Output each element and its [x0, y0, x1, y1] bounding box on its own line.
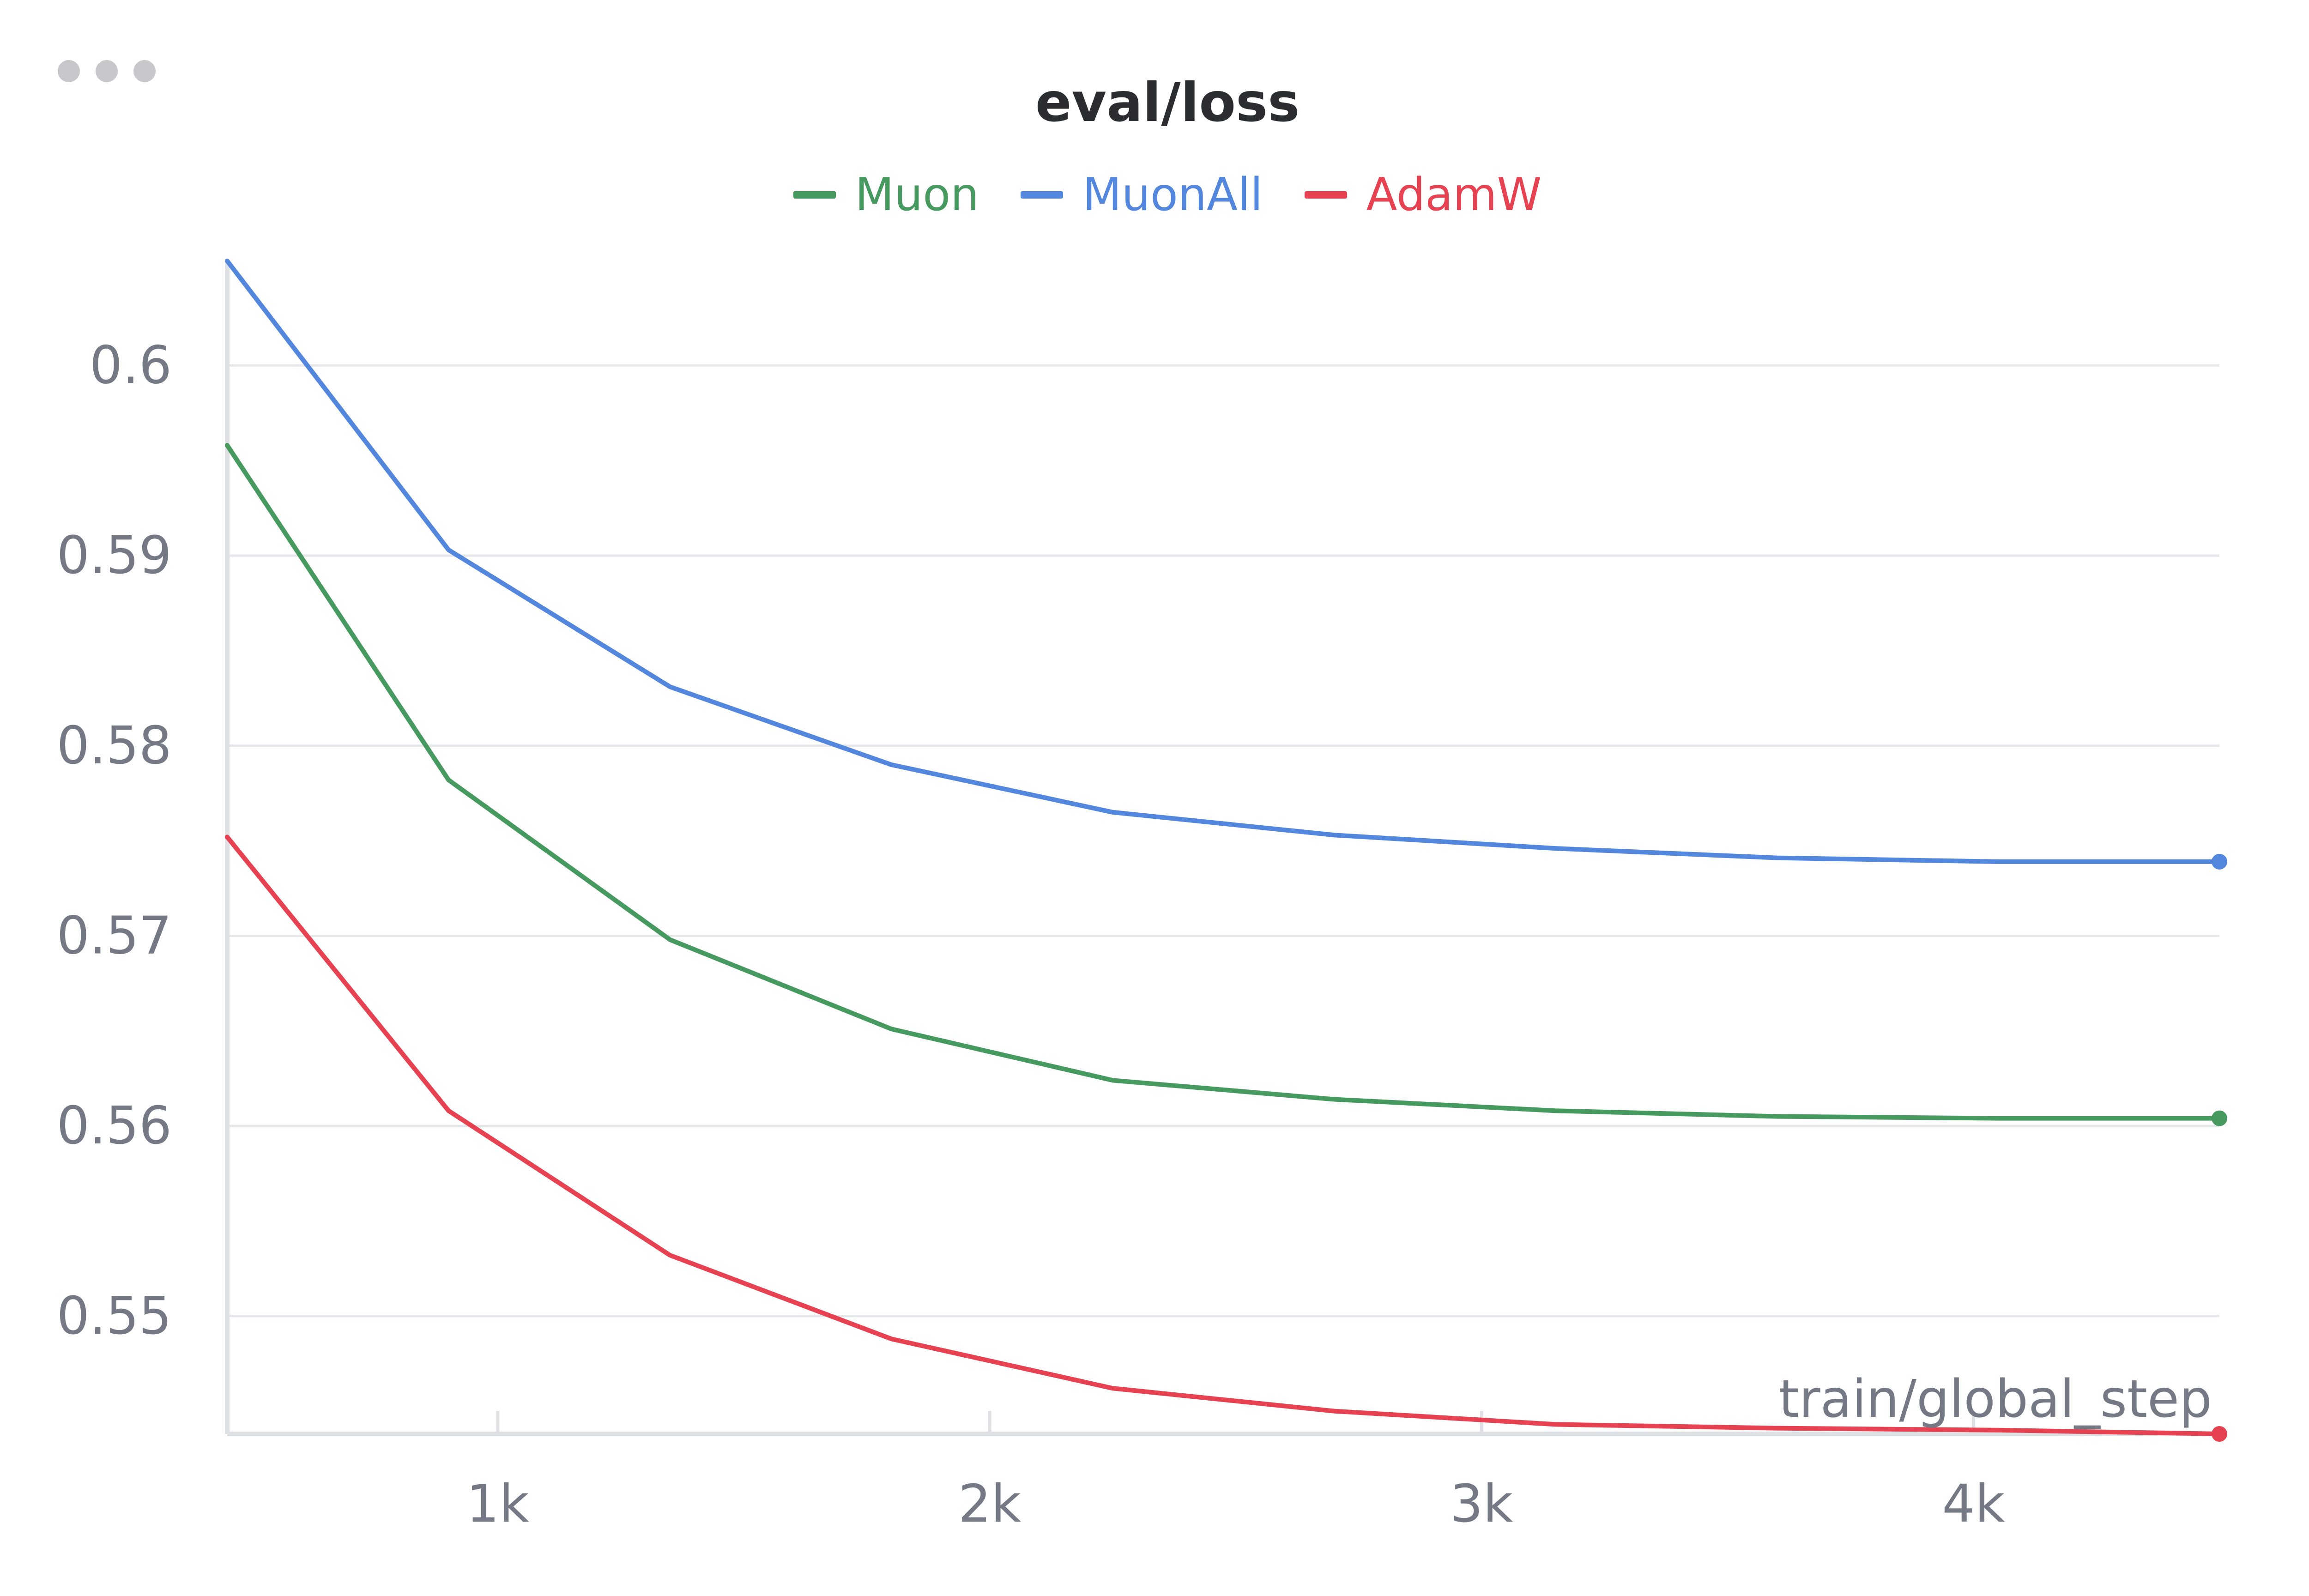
y-tick-label: 0.56 — [57, 1096, 172, 1156]
legend-label: AdamW — [1366, 169, 1542, 221]
y-tick-label: 0.55 — [57, 1286, 172, 1346]
series-line-adamw — [225, 834, 2222, 1436]
y-tick-label: 0.58 — [57, 716, 172, 776]
legend-swatch — [1304, 191, 1347, 199]
menu-dot — [133, 60, 156, 82]
x-axis-title: train/global_step — [1779, 1369, 2212, 1429]
legend-label: MuonAll — [1082, 169, 1263, 221]
y-tick-label: 0.57 — [57, 906, 172, 966]
x-tick-label: 1k — [466, 1474, 529, 1534]
chart-legend: Muon MuonAll AdamW — [0, 169, 2309, 221]
series-line-muonall — [225, 259, 2222, 864]
more-options-icon[interactable] — [58, 60, 156, 82]
legend-item-muonall[interactable]: MuonAll — [1021, 169, 1263, 221]
legend-item-adamw[interactable]: AdamW — [1304, 169, 1542, 221]
legend-swatch — [793, 191, 836, 199]
legend-swatch — [1021, 191, 1064, 199]
series-endpoint-muon — [2212, 1110, 2227, 1126]
grid-lines — [227, 364, 2219, 1318]
y-tick-label: 0.6 — [90, 335, 172, 395]
series-endpoint-muonall — [2212, 853, 2227, 870]
axes — [225, 261, 2219, 1436]
series-endpoint-adamw — [2212, 1426, 2227, 1442]
chart-title: eval/loss — [1035, 72, 1300, 134]
x-tick-label: 2k — [958, 1474, 1021, 1534]
series-line-muon — [225, 443, 2222, 1121]
axis-labels: 0.55 0.56 0.57 0.58 0.59 0.6 1k 2k 3k 4k train/glo… — [57, 335, 2212, 1534]
x-tick-label: 4k — [1942, 1474, 2005, 1534]
menu-dot — [96, 60, 118, 82]
menu-dot — [58, 60, 80, 82]
series-lines — [225, 259, 2227, 1442]
y-tick-label: 0.59 — [57, 526, 172, 586]
legend-item-muon[interactable]: Muon — [793, 169, 979, 221]
x-tick-label: 3k — [1450, 1474, 1513, 1534]
legend-label: Muon — [855, 169, 979, 221]
